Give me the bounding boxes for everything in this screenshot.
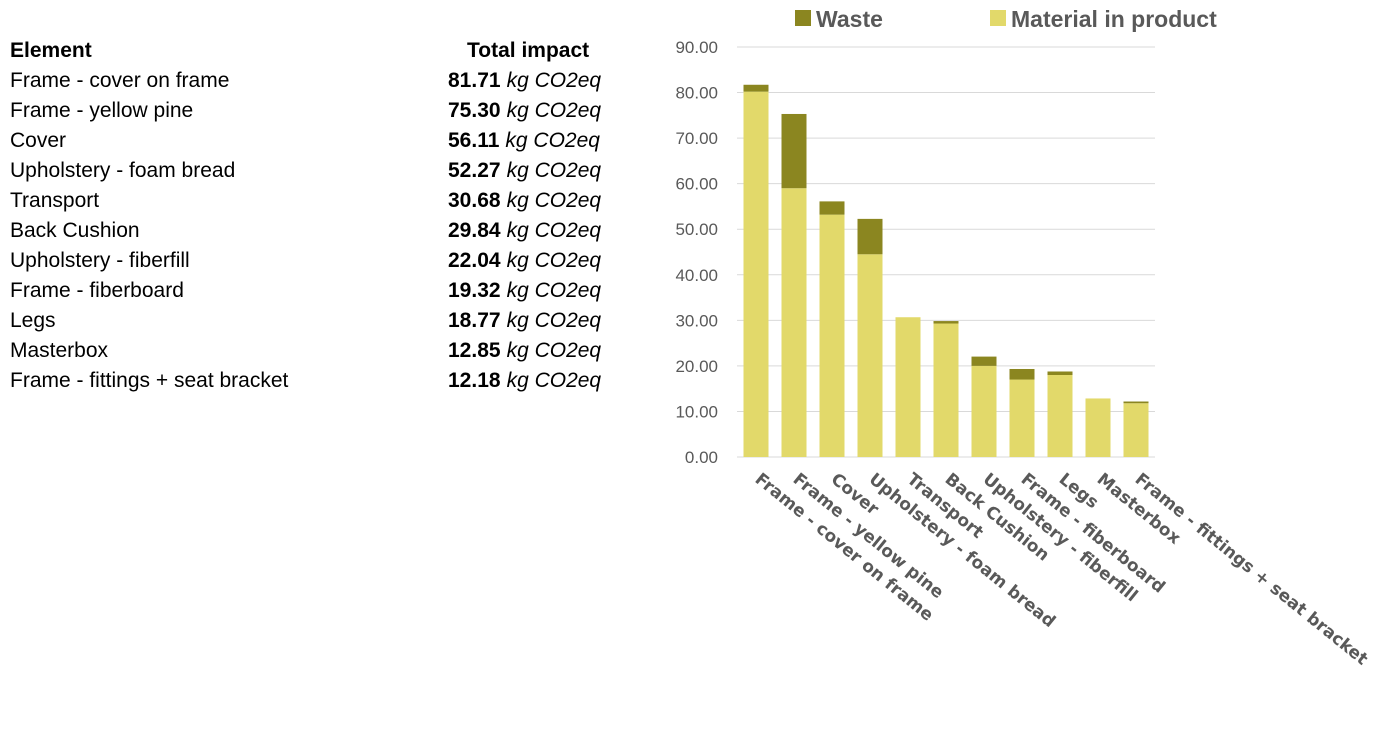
table-row: Masterbox 12.85 kg CO2eq: [10, 336, 650, 366]
element-name: Legs: [10, 309, 56, 332]
legend-waste-swatch: [795, 10, 811, 26]
table-row: Upholstery - foam bread 52.27 kg CO2eq: [10, 156, 650, 186]
y-tick-label: 50.00: [675, 220, 718, 239]
y-tick-label: 70.00: [675, 129, 718, 148]
waste-bar-segment: [781, 113, 807, 189]
impact-value-cell: 56.11 kg CO2eq: [448, 126, 600, 156]
table-row: Back Cushion 29.84 kg CO2eq: [10, 216, 650, 246]
material-bar-segment: [1009, 379, 1035, 457]
waste-bar-segment: [971, 356, 997, 366]
impact-unit: kg CO2eq: [506, 69, 602, 92]
impact-unit: kg CO2eq: [506, 249, 602, 272]
element-name: Upholstery - foam bread: [10, 159, 236, 182]
table-header-row: Element Total impact: [10, 36, 650, 66]
impact-unit: kg CO2eq: [506, 309, 602, 332]
x-category-label: Frame - fittings + seat bracket: [1131, 469, 1372, 669]
material-bar-segment: [819, 214, 845, 457]
impact-table: Element Total impact Frame - cover on fr…: [10, 36, 650, 396]
material-bar-segment: [1085, 398, 1111, 457]
waste-bar-segment: [933, 321, 959, 324]
impact-value-cell: 12.18 kg CO2eq: [448, 366, 601, 396]
impact-unit: kg CO2eq: [506, 219, 602, 242]
y-tick-label: 90.00: [675, 38, 718, 57]
impact-number: 22.04: [448, 249, 501, 272]
impact-unit: kg CO2eq: [506, 339, 602, 362]
material-bar-segment: [857, 254, 883, 457]
element-name: Cover: [10, 129, 67, 152]
y-tick-label: 20.00: [675, 357, 718, 376]
table-row: Transport 30.68 kg CO2eq: [10, 186, 650, 216]
material-bar-segment: [895, 317, 921, 457]
element-name: Back Cushion: [10, 219, 140, 242]
impact-number: 56.11: [448, 129, 500, 152]
impact-unit: kg CO2eq: [506, 99, 602, 122]
waste-bar-segment: [857, 218, 883, 255]
impact-number: 30.68: [448, 189, 501, 212]
impact-number: 12.85: [448, 339, 501, 362]
impact-number: 81.71: [448, 69, 501, 92]
legend-material-label: Material in product: [1011, 6, 1217, 32]
material-bar-segment: [1047, 375, 1073, 457]
impact-value-cell: 12.85 kg CO2eq: [448, 336, 601, 366]
impact-value-cell: 30.68 kg CO2eq: [448, 186, 601, 216]
impact-value-cell: 81.71 kg CO2eq: [448, 66, 601, 96]
element-name: Frame - cover on frame: [10, 69, 230, 92]
table-row: Legs 18.77 kg CO2eq: [10, 306, 650, 336]
waste-bar-segment: [1047, 371, 1073, 375]
impact-value-cell: 18.77 kg CO2eq: [448, 306, 601, 336]
total-impact-column-header: Total impact: [467, 39, 590, 62]
impact-value-cell: 19.32 kg CO2eq: [448, 276, 601, 306]
impact-number: 18.77: [448, 309, 501, 332]
impact-unit: kg CO2eq: [506, 369, 602, 392]
impact-number: 75.30: [448, 99, 501, 122]
table-row: Cover 56.11 kg CO2eq: [10, 126, 650, 156]
table-row: Frame - fittings + seat bracket 12.18 kg C…: [10, 366, 650, 396]
material-bar-segment: [1123, 403, 1149, 457]
table-body: Frame - cover on frame 81.71 kg CO2eq Frame…: [10, 66, 650, 396]
y-tick-label: 60.00: [675, 175, 718, 194]
y-tick-label: 10.00: [675, 402, 718, 421]
table-row: Frame - yellow pine 75.30 kg CO2eq: [10, 96, 650, 126]
impact-unit: kg CO2eq: [506, 279, 602, 302]
waste-bar-segment: [1009, 368, 1035, 380]
waste-bar-segment: [1123, 401, 1149, 404]
impact-number: 12.18: [448, 369, 501, 392]
impact-unit: kg CO2eq: [506, 159, 602, 182]
impact-number: 29.84: [448, 219, 501, 242]
impact-value-cell: 29.84 kg CO2eq: [448, 216, 601, 246]
y-tick-label: 80.00: [675, 84, 718, 103]
y-tick-label: 30.00: [675, 311, 718, 330]
material-bar-segment: [743, 91, 769, 458]
element-name: Masterbox: [10, 339, 109, 362]
impact-number: 52.27: [448, 159, 501, 182]
impact-value-cell: 75.30 kg CO2eq: [448, 96, 601, 126]
element-name: Upholstery - fiberfill: [10, 249, 190, 272]
table-row: Frame - cover on frame 81.71 kg CO2eq: [10, 66, 650, 96]
y-tick-label: 40.00: [675, 266, 718, 285]
legend-material-swatch: [990, 10, 1006, 26]
table-row: Frame - fiberboard 19.32 kg CO2eq: [10, 276, 650, 306]
legend-waste-label: Waste: [816, 6, 883, 32]
element-column-header: Element: [10, 39, 92, 62]
impact-value-cell: 52.27 kg CO2eq: [448, 156, 601, 186]
element-name: Transport: [10, 189, 100, 212]
impact-number: 19.32: [448, 279, 501, 302]
element-name: Frame - fittings + seat bracket: [10, 369, 289, 392]
impact-value-cell: 22.04 kg CO2eq: [448, 246, 601, 276]
table-row: Upholstery - fiberfill 22.04 kg CO2eq: [10, 246, 650, 276]
y-tick-label: 0.00: [685, 448, 718, 467]
impact-unit: kg CO2eq: [506, 189, 602, 212]
waste-bar-segment: [743, 84, 769, 92]
material-bar-segment: [971, 365, 997, 457]
element-name: Frame - yellow pine: [10, 99, 194, 122]
material-bar-segment: [781, 188, 807, 457]
material-bar-segment: [933, 323, 959, 457]
element-name: Frame - fiberboard: [10, 279, 184, 302]
impact-unit: kg CO2eq: [505, 129, 600, 152]
waste-bar-segment: [819, 201, 845, 215]
